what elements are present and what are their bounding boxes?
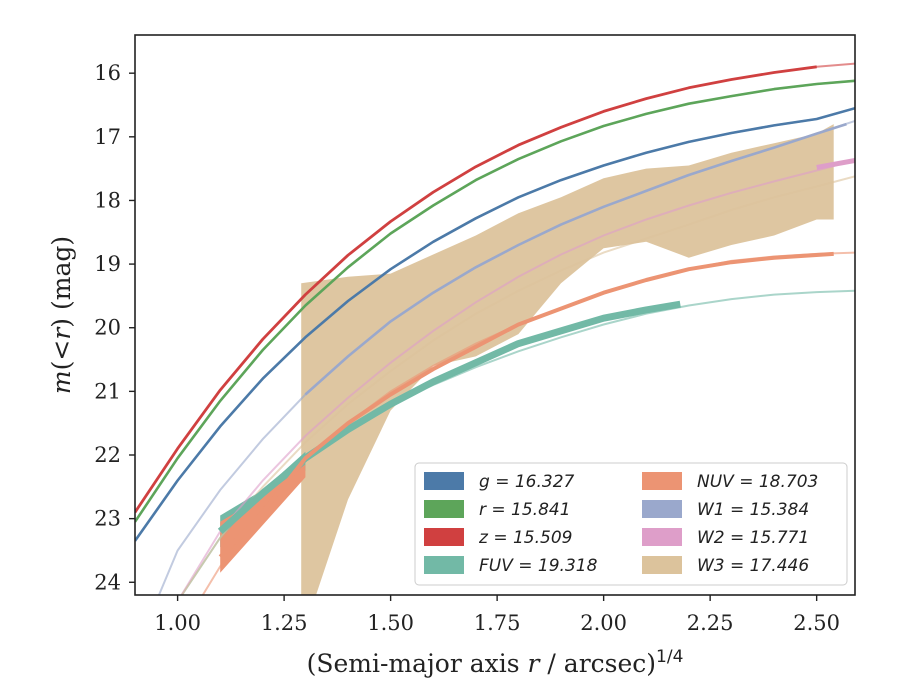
legend-box [414, 462, 848, 586]
legend-swatch-nuv [642, 472, 682, 490]
legend-label-g: g = 16.327 [479, 472, 575, 492]
x-tick-label: 1.25 [261, 611, 308, 635]
x-tick-label: 2.50 [793, 611, 840, 635]
legend-label-w3: W3 = 17.446 [697, 556, 809, 576]
y-tick-label: 21 [94, 379, 121, 403]
y-tick-label: 16 [94, 61, 121, 85]
band-nuv-inner [220, 464, 306, 573]
model-line-w3 [180, 175, 855, 595]
legend-swatch-w2 [642, 528, 682, 546]
y-axis-title: m(<r) (mag) [47, 236, 76, 394]
band-w3 [301, 124, 834, 595]
legend-label-w1: W1 = 15.384 [697, 500, 809, 520]
measured-line-w2 [816, 157, 855, 170]
x-tick-label: 1.00 [154, 611, 201, 635]
legend-swatch-r [424, 500, 464, 518]
y-tick-label: 20 [94, 316, 121, 340]
x-axis-title: (Semi-major axis r / arcsec)1/4 [307, 647, 684, 678]
legend-label-r: r = 15.841 [479, 500, 571, 520]
legend-swatch-w1 [642, 500, 682, 518]
measured-line-r [135, 79, 855, 523]
y-tick-label: 19 [94, 252, 121, 276]
legend-label-fuv: FUV = 19.318 [479, 556, 598, 576]
legend-label-w2: W2 = 15.771 [697, 528, 809, 548]
measured-line-w1 [304, 122, 847, 396]
legend-label-nuv: NUV = 18.703 [697, 472, 818, 492]
legend-swatch-w3 [642, 556, 682, 574]
x-tick-label: 1.75 [474, 611, 521, 635]
measured-curves [135, 65, 855, 559]
x-tick-label: 2.00 [580, 611, 627, 635]
plot-frame [134, 34, 856, 596]
measured-line-nuv [218, 251, 834, 559]
y-tick-label: 24 [94, 570, 121, 594]
legend: g = 16.327 r = 15.841 z = 15.509 FUV = 19.3… [414, 462, 848, 586]
measured-line-g [135, 106, 855, 542]
legend-swatch-fuv [424, 556, 464, 574]
legend-swatch-g [424, 472, 464, 490]
y-tick-label: 17 [94, 125, 121, 149]
x-axis: 1.00 1.25 1.50 1.75 2.00 2.25 2.50 [154, 595, 840, 635]
y-tick-label: 23 [94, 507, 121, 531]
x-tick-label: 2.25 [687, 611, 734, 635]
legend-label-z: z = 15.509 [478, 528, 572, 548]
x-tick-label: 1.50 [367, 611, 414, 635]
y-tick-label: 22 [94, 443, 121, 467]
y-tick-label: 18 [94, 188, 121, 212]
measured-line-z [135, 65, 817, 514]
legend-swatch-z [424, 528, 464, 546]
y-axis: 16 17 18 19 20 21 22 23 24 [94, 61, 135, 594]
model-line-w2 [180, 159, 855, 595]
